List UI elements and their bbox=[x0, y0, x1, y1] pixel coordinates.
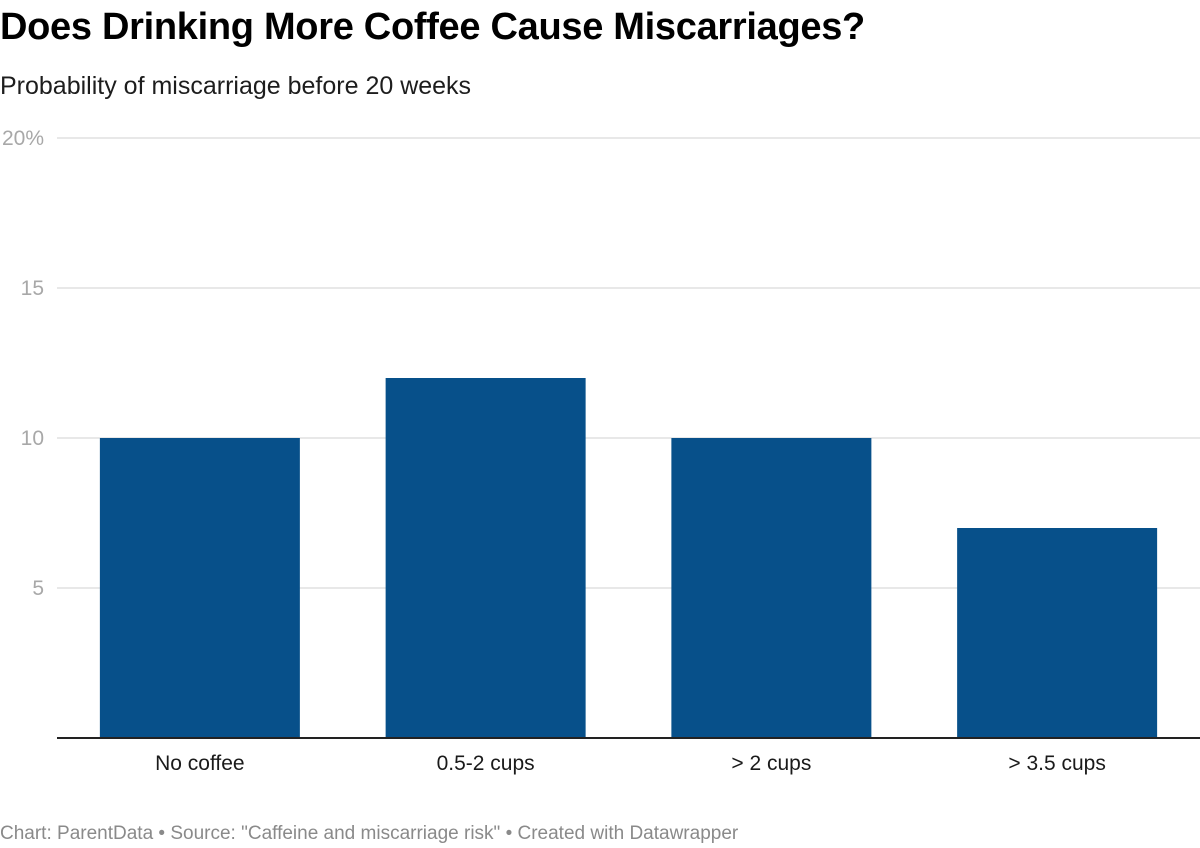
bar-4 bbox=[957, 528, 1158, 738]
y-tick-label-15: 15 bbox=[21, 277, 44, 300]
bar-2 bbox=[385, 378, 586, 738]
bars bbox=[99, 378, 1158, 738]
bar-3 bbox=[671, 438, 872, 738]
x-tick-label-4: > 3.5 cups bbox=[1008, 752, 1105, 775]
chart-subtitle: Probability of miscarriage before 20 wee… bbox=[0, 72, 472, 100]
y-tick-label-20: 20% bbox=[2, 127, 44, 150]
chart-footer-credit: Chart: ParentData • Source: "Caffeine an… bbox=[0, 823, 739, 844]
x-axis-ticks: No coffee 0.5-2 cups > 2 cups > 3.5 cups bbox=[155, 752, 1106, 775]
x-tick-label-3: > 2 cups bbox=[731, 752, 811, 775]
x-tick-label-2: 0.5-2 cups bbox=[437, 752, 535, 775]
y-tick-label-10: 10 bbox=[21, 427, 44, 450]
x-tick-label-1: No coffee bbox=[155, 752, 245, 775]
bar-1 bbox=[99, 438, 300, 738]
y-axis-ticks: 5 10 15 20% bbox=[2, 127, 44, 600]
chart-title: Does Drinking More Coffee Cause Miscarri… bbox=[0, 6, 865, 48]
y-tick-label-5: 5 bbox=[32, 577, 44, 600]
